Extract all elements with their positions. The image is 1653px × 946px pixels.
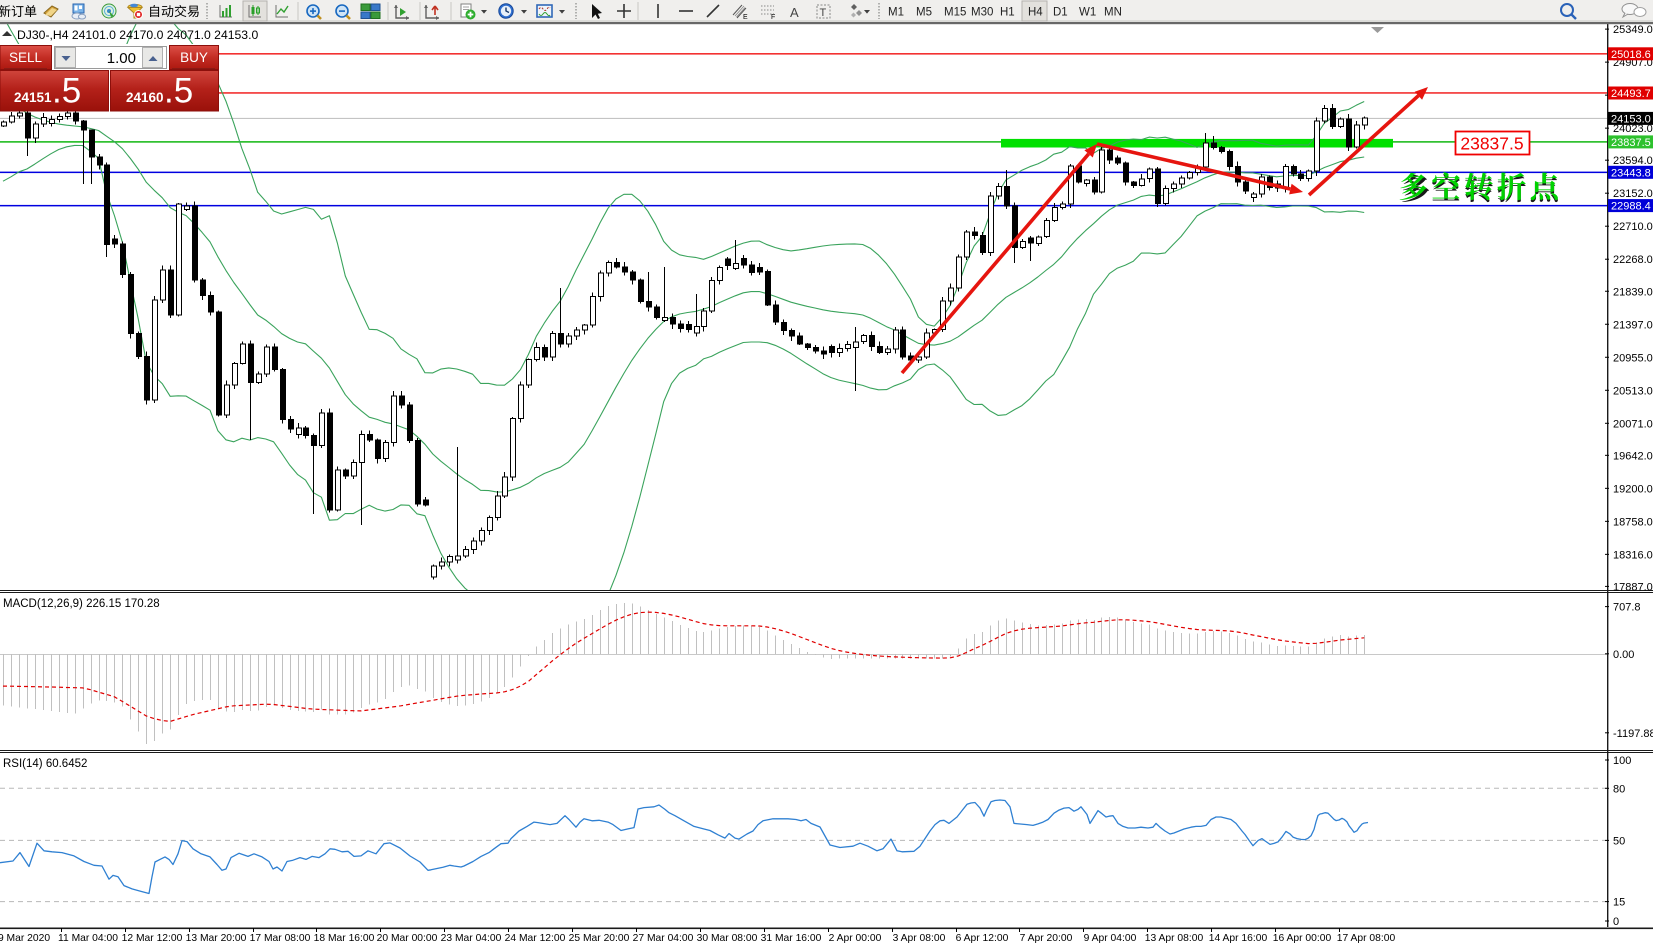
svg-text:20071.0: 20071.0 xyxy=(1613,418,1653,430)
svg-text:19642.0: 19642.0 xyxy=(1613,450,1653,462)
svg-text:1.00: 1.00 xyxy=(107,50,136,67)
svg-text:25018.6: 25018.6 xyxy=(1611,49,1651,61)
svg-text:24153.0: 24153.0 xyxy=(1611,113,1651,125)
svg-text:.5: .5 xyxy=(164,72,193,111)
svg-text:0.00: 0.00 xyxy=(1613,649,1634,661)
svg-text:2 Apr 00:00: 2 Apr 00:00 xyxy=(829,933,882,944)
svg-text:24160: 24160 xyxy=(126,90,164,105)
svg-text:12 Mar 12:00: 12 Mar 12:00 xyxy=(122,933,183,944)
svg-text:21839.0: 21839.0 xyxy=(1613,286,1653,298)
svg-text:F: F xyxy=(771,14,775,21)
svg-text:20513.0: 20513.0 xyxy=(1613,385,1653,397)
svg-text:DJ30-,H4 24101.0 24170.0 2407: DJ30-,H4 24101.0 24170.0 24071.0 24153.0 xyxy=(17,28,258,42)
svg-text:RSI(14) 60.6452: RSI(14) 60.6452 xyxy=(3,758,87,770)
svg-text:100: 100 xyxy=(1613,755,1631,767)
svg-text:21397.0: 21397.0 xyxy=(1613,319,1653,331)
svg-text:22710.0: 22710.0 xyxy=(1613,221,1653,233)
svg-text:11 Mar 04:00: 11 Mar 04:00 xyxy=(58,933,118,944)
svg-text:27 Mar 04:00: 27 Mar 04:00 xyxy=(633,933,694,944)
svg-text:30 Mar 08:00: 30 Mar 08:00 xyxy=(697,933,758,944)
svg-text:SELL: SELL xyxy=(9,50,43,65)
svg-text:23152.0: 23152.0 xyxy=(1613,188,1653,200)
svg-text:22268.0: 22268.0 xyxy=(1613,254,1653,266)
svg-text:25349.0: 25349.0 xyxy=(1613,24,1653,36)
svg-text:50: 50 xyxy=(1613,835,1625,847)
svg-text:18 Mar 16:00: 18 Mar 16:00 xyxy=(314,933,375,944)
svg-text:9 Apr 04:00: 9 Apr 04:00 xyxy=(1084,933,1137,944)
svg-text:18758.0: 18758.0 xyxy=(1613,516,1653,528)
svg-text:23837.5: 23837.5 xyxy=(1611,137,1651,149)
svg-text:MACD(12,26,9) 226.15 170.28: MACD(12,26,9) 226.15 170.28 xyxy=(3,598,160,610)
svg-text:BUY: BUY xyxy=(180,50,208,65)
svg-text:17887.0: 17887.0 xyxy=(1613,581,1653,593)
svg-text:17 Mar 08:00: 17 Mar 08:00 xyxy=(250,933,311,944)
svg-text:23 Mar 04:00: 23 Mar 04:00 xyxy=(441,933,502,944)
svg-text:13 Mar 20:00: 13 Mar 20:00 xyxy=(186,933,247,944)
svg-text:24493.7: 24493.7 xyxy=(1611,88,1651,100)
svg-text:24151: 24151 xyxy=(14,90,52,105)
svg-text:0: 0 xyxy=(1613,916,1619,928)
svg-text:15: 15 xyxy=(1613,897,1625,909)
svg-text:14 Apr 16:00: 14 Apr 16:00 xyxy=(1209,933,1268,944)
svg-text:D1: D1 xyxy=(1053,7,1068,19)
svg-text:25 Mar 20:00: 25 Mar 20:00 xyxy=(569,933,630,944)
svg-text:T: T xyxy=(820,7,827,19)
svg-text:6 Apr 12:00: 6 Apr 12:00 xyxy=(956,933,1009,944)
svg-text:9 Mar 2020: 9 Mar 2020 xyxy=(0,933,50,944)
svg-text:22988.4: 22988.4 xyxy=(1611,201,1651,213)
svg-text:23594.0: 23594.0 xyxy=(1613,155,1653,167)
svg-text:23837.5: 23837.5 xyxy=(1460,134,1523,154)
svg-text:16 Apr 00:00: 16 Apr 00:00 xyxy=(1273,933,1332,944)
svg-text:H1: H1 xyxy=(1000,7,1015,19)
svg-text:707.8: 707.8 xyxy=(1613,602,1641,614)
svg-text:3 Apr 08:00: 3 Apr 08:00 xyxy=(893,933,946,944)
svg-text:M1: M1 xyxy=(888,7,904,19)
svg-text:24023.0: 24023.0 xyxy=(1613,123,1653,135)
svg-text:M15: M15 xyxy=(944,7,966,19)
svg-text:-1197.88: -1197.88 xyxy=(1613,728,1653,740)
svg-text:M5: M5 xyxy=(916,7,932,19)
svg-text:23443.8: 23443.8 xyxy=(1611,167,1651,179)
svg-text:M30: M30 xyxy=(971,7,993,19)
svg-text:7 Apr 20:00: 7 Apr 20:00 xyxy=(1020,933,1073,944)
svg-text:A: A xyxy=(790,5,799,20)
svg-text:.5: .5 xyxy=(52,72,81,111)
svg-text:18316.0: 18316.0 xyxy=(1613,549,1653,561)
svg-text:E: E xyxy=(743,14,748,21)
svg-text:20 Mar 00:00: 20 Mar 00:00 xyxy=(377,933,438,944)
svg-text:31 Mar 16:00: 31 Mar 16:00 xyxy=(761,933,822,944)
svg-text:MN: MN xyxy=(1104,7,1122,19)
svg-text:20955.0: 20955.0 xyxy=(1613,352,1653,364)
svg-text:17 Apr 08:00: 17 Apr 08:00 xyxy=(1337,933,1396,944)
svg-text:80: 80 xyxy=(1613,783,1625,795)
svg-text:24 Mar 12:00: 24 Mar 12:00 xyxy=(505,933,566,944)
svg-text:H4: H4 xyxy=(1028,7,1043,19)
svg-text:W1: W1 xyxy=(1079,7,1096,19)
svg-text:13 Apr 08:00: 13 Apr 08:00 xyxy=(1145,933,1204,944)
svg-text:19200.0: 19200.0 xyxy=(1613,483,1653,495)
